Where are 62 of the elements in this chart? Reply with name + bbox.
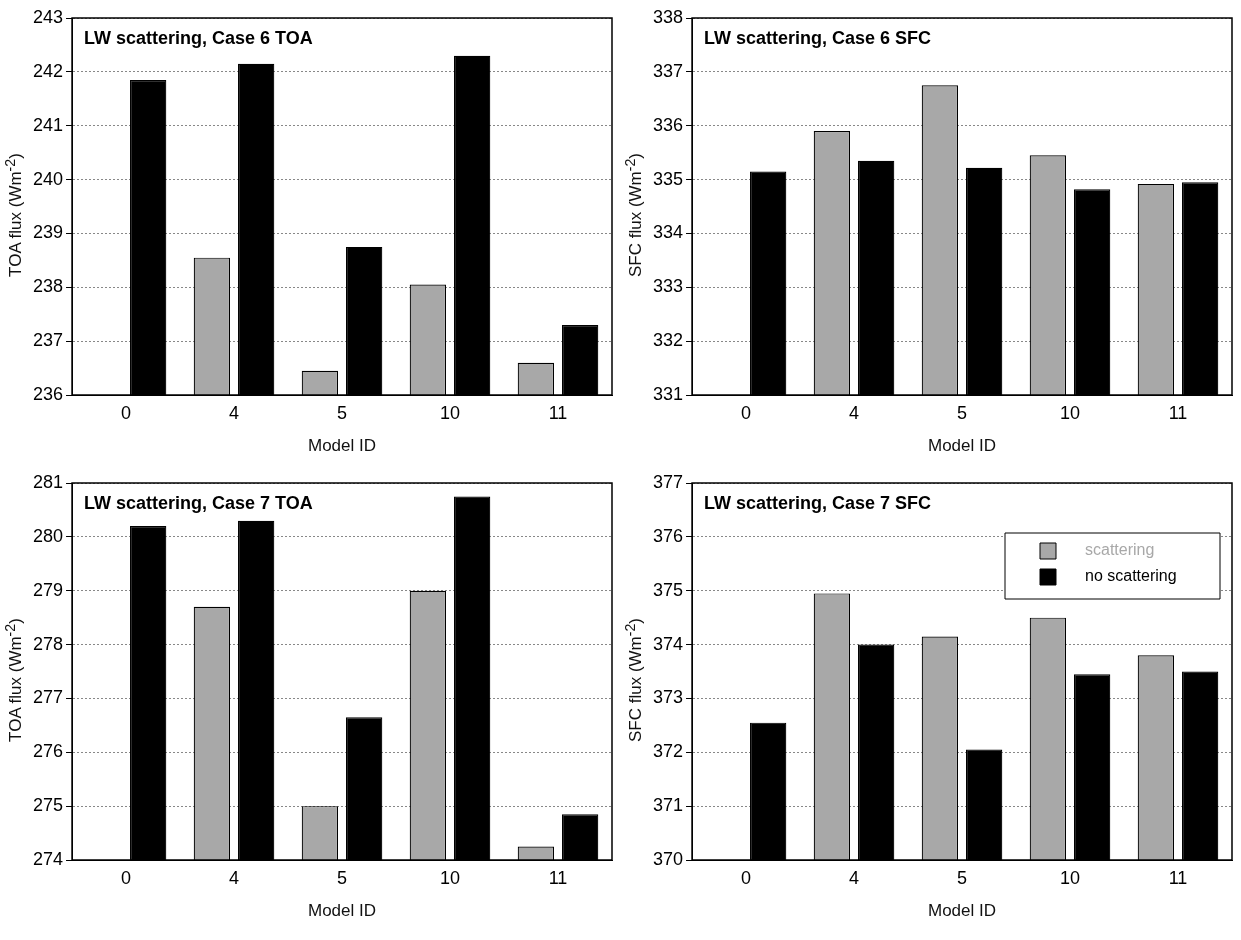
legend-label: no scattering — [1085, 567, 1177, 585]
x-tick-label: 10 — [1059, 867, 1081, 888]
y-tick-label: 331 — [652, 383, 684, 404]
y-tick-label: 237 — [32, 330, 64, 351]
y-tick-label: 370 — [652, 848, 684, 869]
y-tick-label: 278 — [32, 633, 64, 654]
x-tick-label: 11 — [1168, 867, 1188, 888]
y-tick-label: 243 — [32, 6, 64, 27]
x-tick-label: 5 — [957, 402, 968, 423]
y-tick-label: 371 — [652, 795, 684, 816]
x-tick-label: 10 — [1059, 402, 1081, 423]
y-tick-label: 377 — [652, 471, 684, 492]
x-tick-label: 5 — [337, 867, 348, 888]
x-tick-label: 0 — [741, 402, 752, 423]
y-tick-label: 276 — [32, 741, 64, 762]
y-tick-label: 334 — [652, 222, 684, 243]
y-tick-label: 279 — [32, 579, 64, 600]
x-tick-label: 4 — [229, 867, 240, 888]
y-tick-label: 236 — [32, 383, 64, 404]
y-tick-label: 375 — [652, 579, 684, 600]
text: LW scattering, Case 7 TOA — [84, 492, 313, 513]
y-tick-label: 238 — [32, 276, 64, 297]
y-tick-label: 240 — [32, 168, 64, 189]
x-tick-label: 4 — [849, 402, 860, 423]
y-tick-label: 332 — [652, 330, 684, 351]
y-tick-label: 281 — [32, 471, 64, 492]
x-tick-label: 0 — [121, 402, 132, 423]
y-tick-label: 373 — [652, 687, 684, 708]
x-tick-label: 0 — [741, 867, 752, 888]
y-tick-label: 239 — [32, 222, 64, 243]
y-tick-label: 372 — [652, 741, 684, 762]
y-tick-label: 280 — [32, 525, 64, 546]
x-tick-label: 10 — [439, 867, 461, 888]
x-tick-label: 5 — [957, 867, 968, 888]
x-tick-label: 11 — [548, 402, 568, 423]
y-tick-label: 335 — [652, 168, 684, 189]
x-axis-title: Model ID — [928, 901, 997, 921]
legend-label: scattering — [1085, 541, 1155, 559]
x-axis-title: Model ID — [308, 436, 377, 456]
y-tick-label: 242 — [32, 60, 64, 81]
x-axis-title: Model ID — [308, 901, 377, 921]
x-tick-label: 0 — [121, 867, 132, 888]
y-tick-label: 336 — [652, 114, 684, 135]
x-tick-label: 11 — [1168, 402, 1188, 423]
x-tick-label: 11 — [548, 867, 568, 888]
y-tick-label: 277 — [32, 687, 64, 708]
y-tick-label: 337 — [652, 60, 684, 81]
y-tick-label: 376 — [652, 525, 684, 546]
y-tick-label: 333 — [652, 276, 684, 297]
x-tick-label: 4 — [849, 867, 860, 888]
x-tick-label: 5 — [337, 402, 348, 423]
text: LW scattering, Case 6 TOA — [84, 27, 313, 48]
y-tick-label: 241 — [32, 114, 64, 135]
x-tick-label: 10 — [439, 402, 461, 423]
text: LW scattering, Case 7 SFC — [704, 492, 932, 513]
y-tick-label: 274 — [32, 848, 64, 869]
y-tick-label: 275 — [32, 795, 64, 816]
text: LW scattering, Case 6 SFC — [704, 27, 932, 48]
x-axis-title: Model ID — [928, 436, 997, 456]
x-tick-label: 4 — [229, 402, 240, 423]
y-tick-label: 374 — [652, 633, 684, 654]
y-tick-label: 338 — [652, 6, 684, 27]
